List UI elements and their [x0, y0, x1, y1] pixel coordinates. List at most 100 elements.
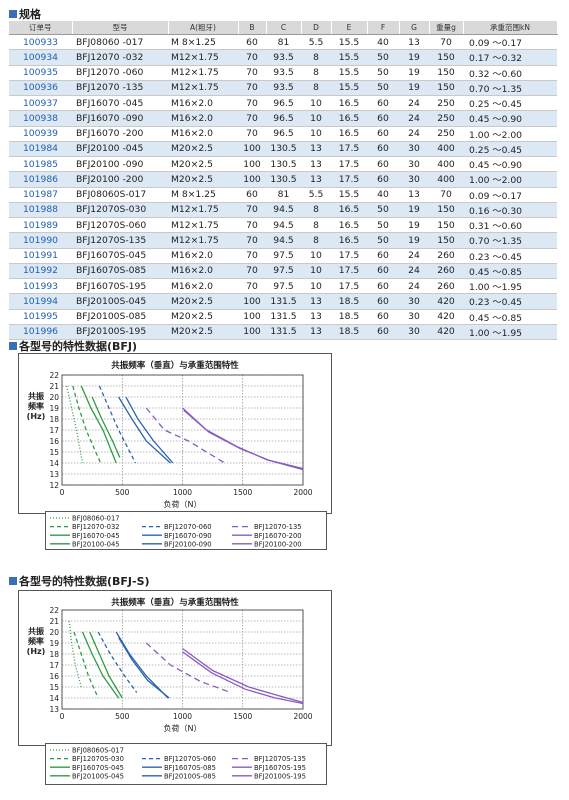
- table-cell: BFJ20100S-045: [72, 293, 168, 310]
- bfjs-chart: 13 14 15 16 17 18 19 20 21 22 0 500 1000 1500 2000 负荷（N…: [27, 606, 313, 733]
- order-code-cell: 101985: [9, 156, 72, 173]
- table-row: 101987 BFJ08060S-017 M 8×1.25 60 81 5.5 15.5 40…: [9, 187, 557, 203]
- table-cell: 17.5: [331, 141, 367, 158]
- table-cell: 13: [301, 171, 331, 188]
- table-cell: M20×2.5: [168, 309, 238, 325]
- table-row: 101991 BFJ16070S-045 M16×2.0 70 97.5 10 17.5 60…: [9, 248, 557, 264]
- spec-section-title: 规格: [9, 6, 41, 22]
- y-tick-label: 16: [49, 672, 59, 681]
- bfjs-legend: BFJ08060S-017 BFJ12070S-030 BFJ12070S-060 B…: [45, 743, 327, 785]
- table-cell: 100: [238, 171, 266, 188]
- table-cell: M 8×1.25: [168, 34, 238, 51]
- x-tick-label: 0: [60, 712, 65, 721]
- order-code-cell: 100933: [9, 34, 72, 51]
- table-cell: 400: [429, 156, 463, 173]
- table-cell: 30: [399, 324, 429, 341]
- table-cell: 60: [238, 187, 266, 203]
- table-cell: 19: [399, 49, 429, 66]
- table-cell: 19: [399, 65, 429, 81]
- order-code-cell: 100937: [9, 95, 72, 112]
- legend-label: BFJ16070-090: [164, 532, 212, 540]
- table-cell: 15.5: [331, 49, 367, 66]
- table-cell: 93.5: [266, 49, 301, 66]
- table-header-row: 订单号 型号 A(粗牙) B C D E F G 重量g 承重范围kN: [9, 21, 558, 35]
- table-cell: M16×2.0: [168, 95, 238, 112]
- table-cell: 81: [266, 34, 301, 51]
- table-cell: BFJ08060 -017: [72, 34, 168, 51]
- table-row: 101989 BFJ12070S-060 M12×1.75 70 94.5 8 16.5 50…: [9, 217, 557, 234]
- table-cell: BFJ20100 -045: [72, 141, 168, 158]
- legend-label: BFJ16070S-045: [72, 764, 124, 772]
- x-axis-label: 负荷（N）: [164, 499, 202, 509]
- table-row: 100935 BFJ12070 -060 M12×1.75 70 93.5 8 15.5 50…: [9, 65, 557, 81]
- table-cell: 10: [301, 248, 331, 264]
- y-tick-label: 15: [49, 683, 59, 692]
- legend-label: BFJ20100-090: [164, 540, 212, 548]
- table-cell: 60: [367, 293, 399, 310]
- table-cell: M16×2.0: [168, 278, 238, 295]
- square-bullet-icon: [9, 577, 17, 585]
- table-cell: 60: [367, 309, 399, 325]
- table-cell: BFJ12070 -032: [72, 49, 168, 66]
- table-cell: 60: [367, 95, 399, 112]
- column-header: 型号: [72, 21, 169, 35]
- square-bullet-icon: [9, 10, 17, 18]
- x-tick-label: 1500: [233, 712, 252, 721]
- series-line: [118, 637, 170, 699]
- bfj-title-text: 各型号的特性数据(BFJ): [19, 340, 138, 353]
- table-cell: 15.5: [331, 34, 367, 51]
- y-tick-label: 18: [49, 650, 59, 659]
- table-cell: 60: [367, 248, 399, 264]
- series-line: [98, 385, 137, 464]
- table-cell: 13: [301, 324, 331, 341]
- series-line: [91, 396, 121, 458]
- order-code-cell: 101984: [9, 141, 72, 158]
- table-cell: 100: [238, 293, 266, 310]
- table-row: 101996 BFJ20100S-195 M20×2.5 100 131.5 13 18.5…: [9, 324, 557, 341]
- table-cell: 150: [429, 217, 463, 234]
- legend-label: BFJ12070S-060: [164, 755, 216, 763]
- legend-label: BFJ12070-060: [164, 523, 212, 531]
- legend-label: BFJ20100S-085: [164, 772, 216, 780]
- legend-label: BFJ12070S-135: [254, 755, 306, 763]
- table-cell: M16×2.0: [168, 248, 238, 264]
- table-cell: 40: [367, 187, 399, 203]
- x-tick-label: 1000: [173, 488, 192, 497]
- table-cell: 60: [367, 324, 399, 341]
- column-header: A(粗牙): [168, 21, 239, 35]
- table-cell: 10: [301, 263, 331, 280]
- table-cell: 0.17 ～0.32: [463, 49, 557, 66]
- table-cell: 1.00 ～2.00: [463, 171, 557, 188]
- y-tick-label: 15: [49, 448, 59, 457]
- table-cell: 1.00 ～2.00: [463, 126, 557, 142]
- table-cell: 0.25 ～0.45: [463, 141, 557, 158]
- series-line: [115, 631, 169, 699]
- table-cell: BFJ16070S-195: [72, 278, 168, 295]
- legend-label: BFJ12070-032: [72, 523, 120, 531]
- table-cell: 13: [301, 141, 331, 158]
- table-cell: 15.5: [331, 65, 367, 81]
- table-cell: 70: [429, 34, 463, 51]
- table-cell: 70: [238, 95, 266, 112]
- table-cell: 17.5: [331, 278, 367, 295]
- table-cell: 100: [238, 309, 266, 325]
- series-line: [182, 647, 304, 704]
- x-tick-label: 500: [115, 488, 130, 497]
- legend-label: BFJ08060-017: [72, 515, 120, 523]
- column-header: C: [266, 21, 302, 35]
- table-cell: 150: [429, 49, 463, 66]
- legend-label: BFJ16070-200: [254, 532, 302, 540]
- table-cell: 13: [399, 34, 429, 51]
- bfjs-section-title: 各型号的特性数据(BFJ-S): [9, 573, 150, 589]
- table-cell: 420: [429, 324, 463, 341]
- table-cell: 0.09 ～0.17: [463, 187, 557, 203]
- table-cell: BFJ12070 -135: [72, 80, 168, 97]
- table-cell: 250: [429, 110, 463, 127]
- table-cell: BFJ20100 -090: [72, 156, 168, 173]
- series-line: [125, 396, 174, 464]
- table-row: 101984 BFJ20100 -045 M20×2.5 100 130.5 13 17.5…: [9, 141, 557, 158]
- table-cell: 70: [238, 49, 266, 66]
- table-cell: BFJ16070 -045: [72, 95, 168, 112]
